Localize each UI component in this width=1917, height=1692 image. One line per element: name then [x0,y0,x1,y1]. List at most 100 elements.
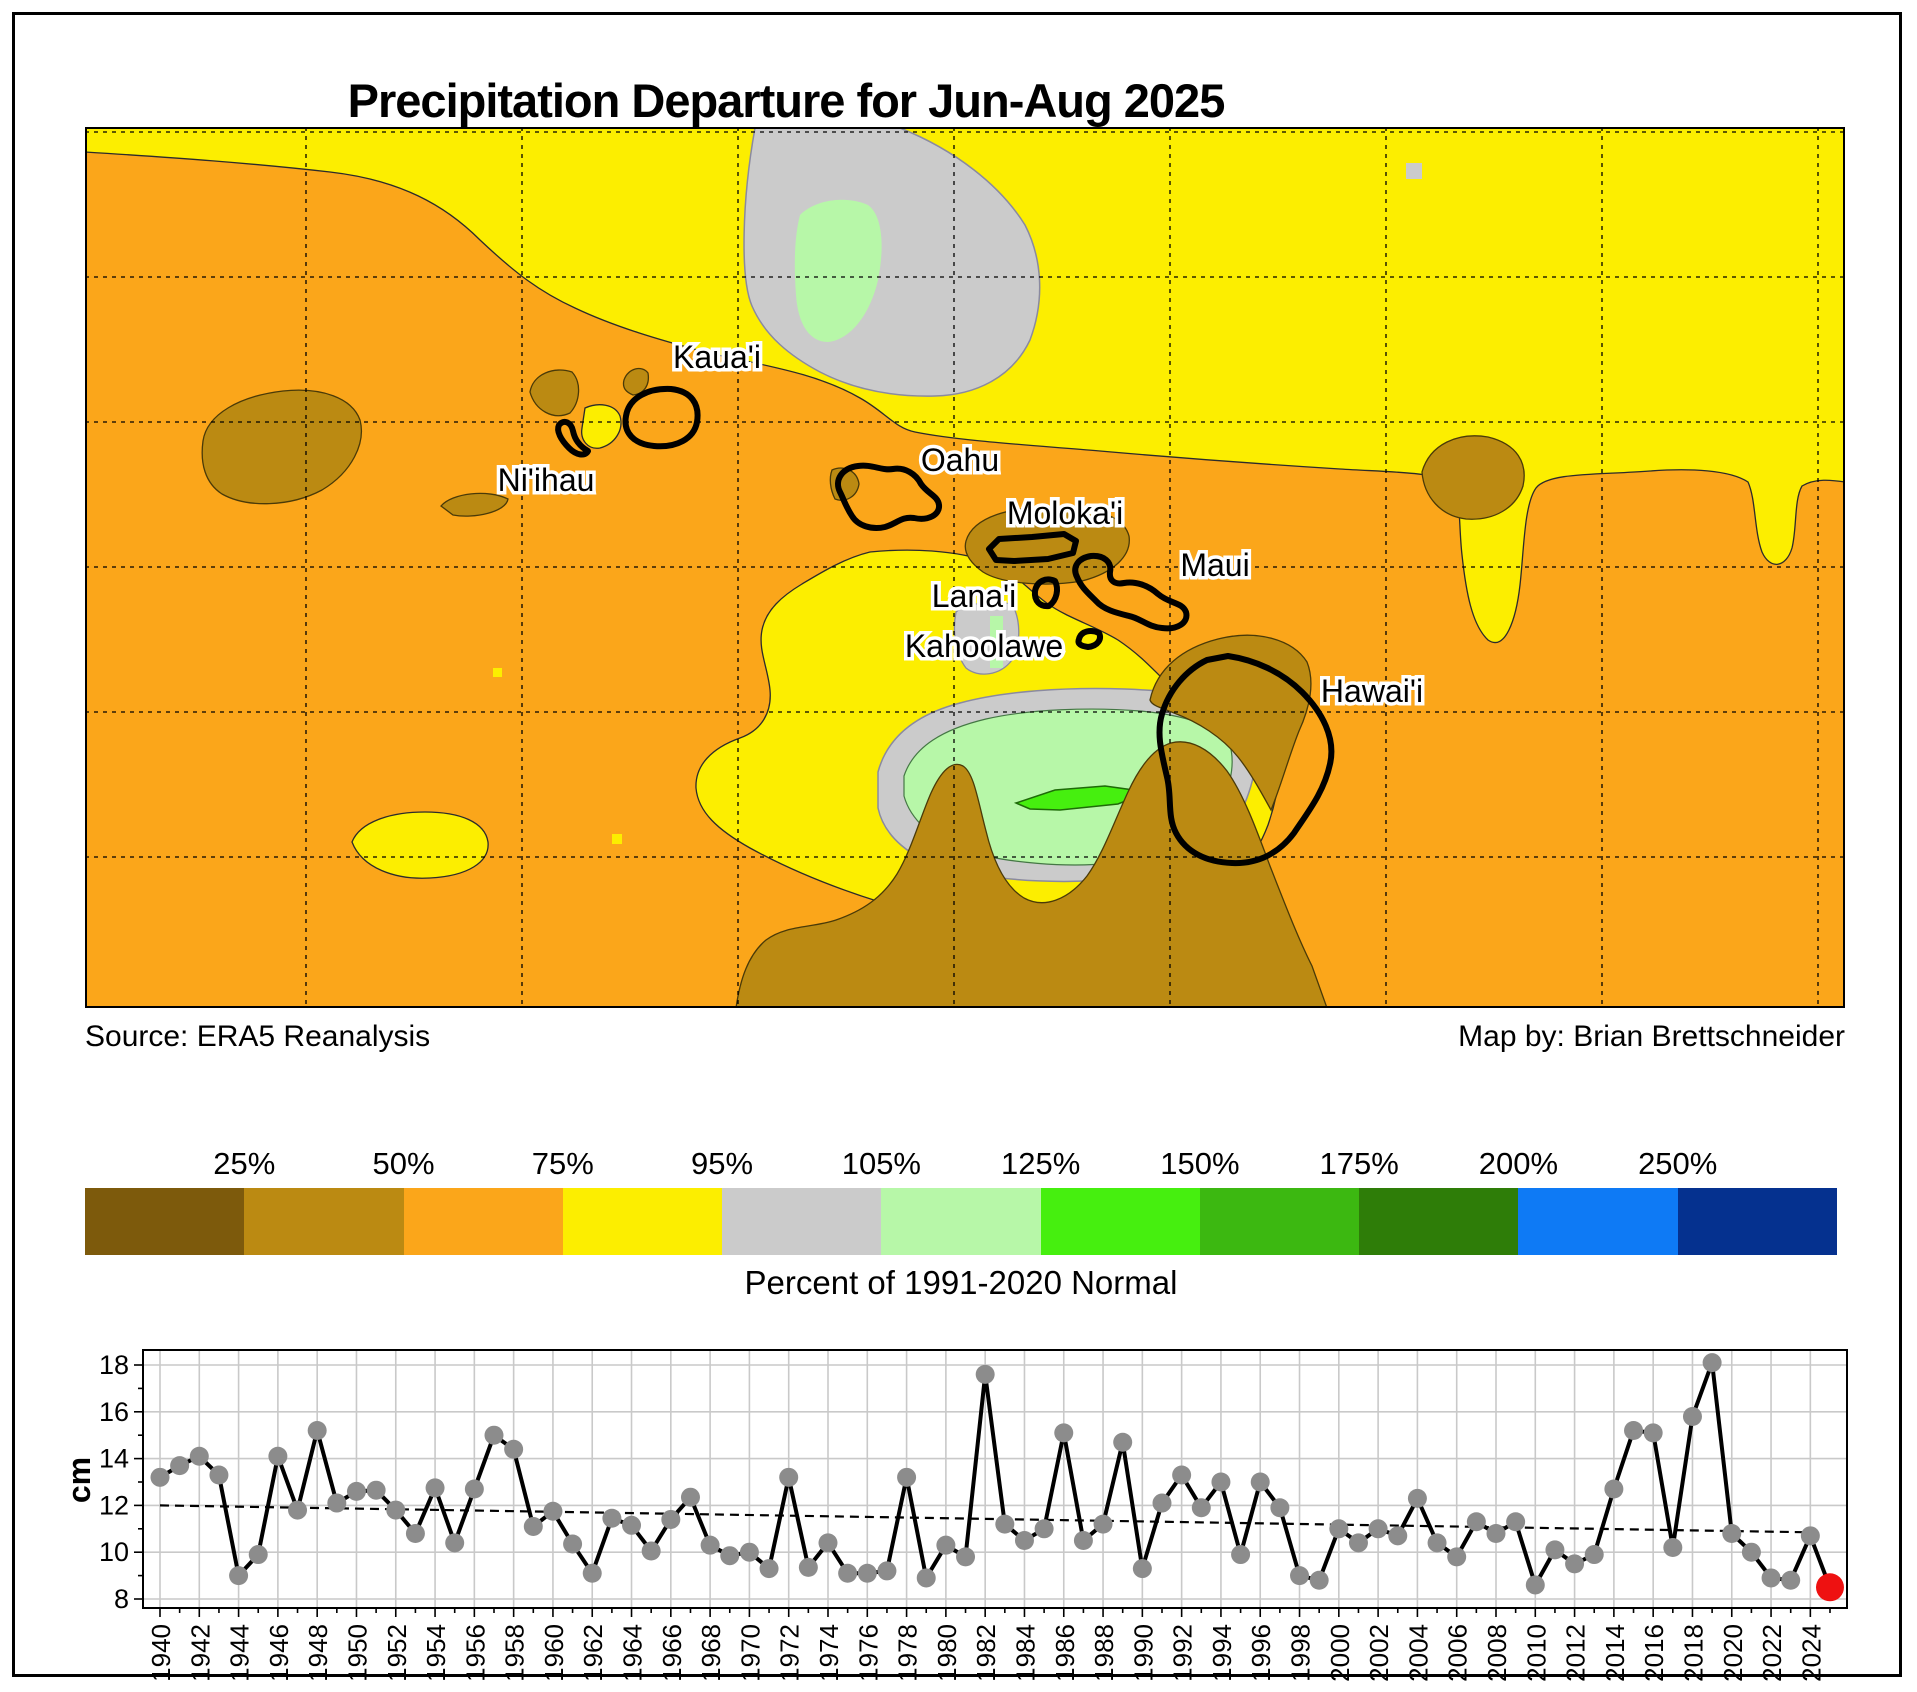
svg-text:1952: 1952 [382,1624,412,1682]
svg-text:1988: 1988 [1089,1624,1119,1682]
svg-text:1968: 1968 [696,1624,726,1682]
svg-text:1970: 1970 [735,1624,765,1682]
chart-trend-line [159,1504,1811,1534]
svg-text:1998: 1998 [1286,1624,1316,1682]
svg-text:1982: 1982 [971,1624,1001,1682]
chart-point [1781,1570,1801,1590]
svg-text:2024: 2024 [1796,1624,1826,1682]
svg-text:2020: 2020 [1718,1624,1748,1682]
svg-text:1946: 1946 [264,1624,294,1682]
chart-point [622,1515,642,1535]
chart-point [975,1364,995,1384]
chart-point [956,1547,976,1567]
chart-point [366,1480,386,1500]
chart-point [189,1446,209,1466]
chart-point [1152,1493,1172,1513]
svg-text:1980: 1980 [932,1624,962,1682]
chart-ticks [134,1364,1831,1617]
chart-point [720,1546,740,1566]
legend-boundary-label: 150% [1160,1146,1240,1181]
chart-x-tick-labels: 1940 1942 1944 1946 1948 1950 1952 1954 1956 1958… [146,1624,1826,1682]
chart-point [1290,1566,1310,1586]
legend-swatch-5 [881,1188,1041,1255]
svg-text:8: 8 [114,1584,129,1614]
chart-point [464,1479,484,1499]
island-outline-kauai [622,385,701,450]
island-outline-lanai [1031,576,1060,610]
svg-text:1950: 1950 [342,1624,372,1682]
chart-point [1604,1479,1624,1499]
chart-point [877,1561,897,1581]
chart-point [563,1534,583,1554]
svg-text:1966: 1966 [657,1624,687,1682]
chart-point [602,1508,622,1528]
chart-point [405,1523,425,1543]
svg-text:10: 10 [99,1537,129,1567]
chart-point [1506,1512,1526,1532]
chart-point [307,1421,327,1441]
chart-point [1034,1519,1054,1539]
chart-point [1132,1559,1152,1579]
chart-point [1643,1423,1663,1443]
chart-point [680,1487,700,1507]
chart-point [1113,1432,1133,1452]
legend-swatch-6 [1040,1188,1200,1255]
chart-point [936,1535,956,1555]
chart-point [1722,1523,1742,1543]
legend-bar [85,1188,1837,1255]
chart-point [445,1533,465,1553]
legend-swatch-0 [85,1188,245,1255]
legend-boundary-label: 75% [531,1146,594,1181]
legend-swatch-7 [1199,1188,1360,1255]
chart-point [150,1467,170,1487]
svg-text:2004: 2004 [1403,1624,1433,1682]
chart-point [1486,1523,1506,1543]
chart-point [1407,1488,1427,1508]
chart-point [1054,1423,1074,1443]
map-region-green-sliver [990,616,1003,668]
svg-text:1954: 1954 [421,1624,451,1682]
svg-text:2018: 2018 [1678,1624,1708,1682]
map-speck-gray [1406,163,1422,179]
island-label-kahoolawe: Kahoolawe [905,628,1063,664]
legend-swatch-4 [722,1188,882,1255]
svg-text:1942: 1942 [185,1624,215,1682]
map-graticule [85,127,1845,1008]
chart-data-line [158,1360,1832,1589]
chart-point [327,1493,347,1513]
chart-point [209,1465,229,1485]
chart-point [1741,1542,1761,1562]
island-outline-hawaii [1156,653,1335,867]
map-region-brown-bottom [735,741,1328,1008]
chart-point [641,1541,661,1561]
chart-point [1466,1512,1486,1532]
svg-text:1996: 1996 [1246,1624,1276,1682]
chart-point [1663,1538,1683,1558]
island-outline-molokai [986,531,1079,564]
legend-boundary-label: 50% [372,1146,435,1181]
legend-swatch-10 [1677,1188,1837,1255]
chart-point [543,1501,563,1521]
chart-point [759,1559,779,1579]
chart-point [897,1467,917,1487]
island-label-molokai: Moloka'i [1007,495,1123,531]
legend-boundary-label: 95% [691,1146,754,1181]
legend-boundary-labels: 25% 50% 75% 95% 105% 125% 150% 175% 200% 250% [85,1146,1837,1184]
chart-point [1427,1533,1447,1553]
map-region-brown-west [201,389,362,505]
svg-text:1960: 1960 [539,1624,569,1682]
chart-point [1525,1575,1545,1595]
map-region-yellow-southwest [351,811,489,879]
chart-point [288,1500,308,1520]
timeseries-chart: 1940 1942 1944 1946 1948 1950 1952 1954 1956 1958… [61,1349,1848,1682]
chart-point [484,1425,504,1445]
chart-point [1211,1472,1231,1492]
chart-point [582,1563,602,1583]
legend-swatch-8 [1359,1188,1519,1255]
svg-text:1956: 1956 [460,1624,490,1682]
svg-text:1978: 1978 [893,1624,923,1682]
svg-text:1972: 1972 [775,1624,805,1682]
svg-text:2010: 2010 [1521,1624,1551,1682]
svg-text:2002: 2002 [1364,1624,1394,1682]
map-region-brown-niihau-sw [440,492,509,517]
